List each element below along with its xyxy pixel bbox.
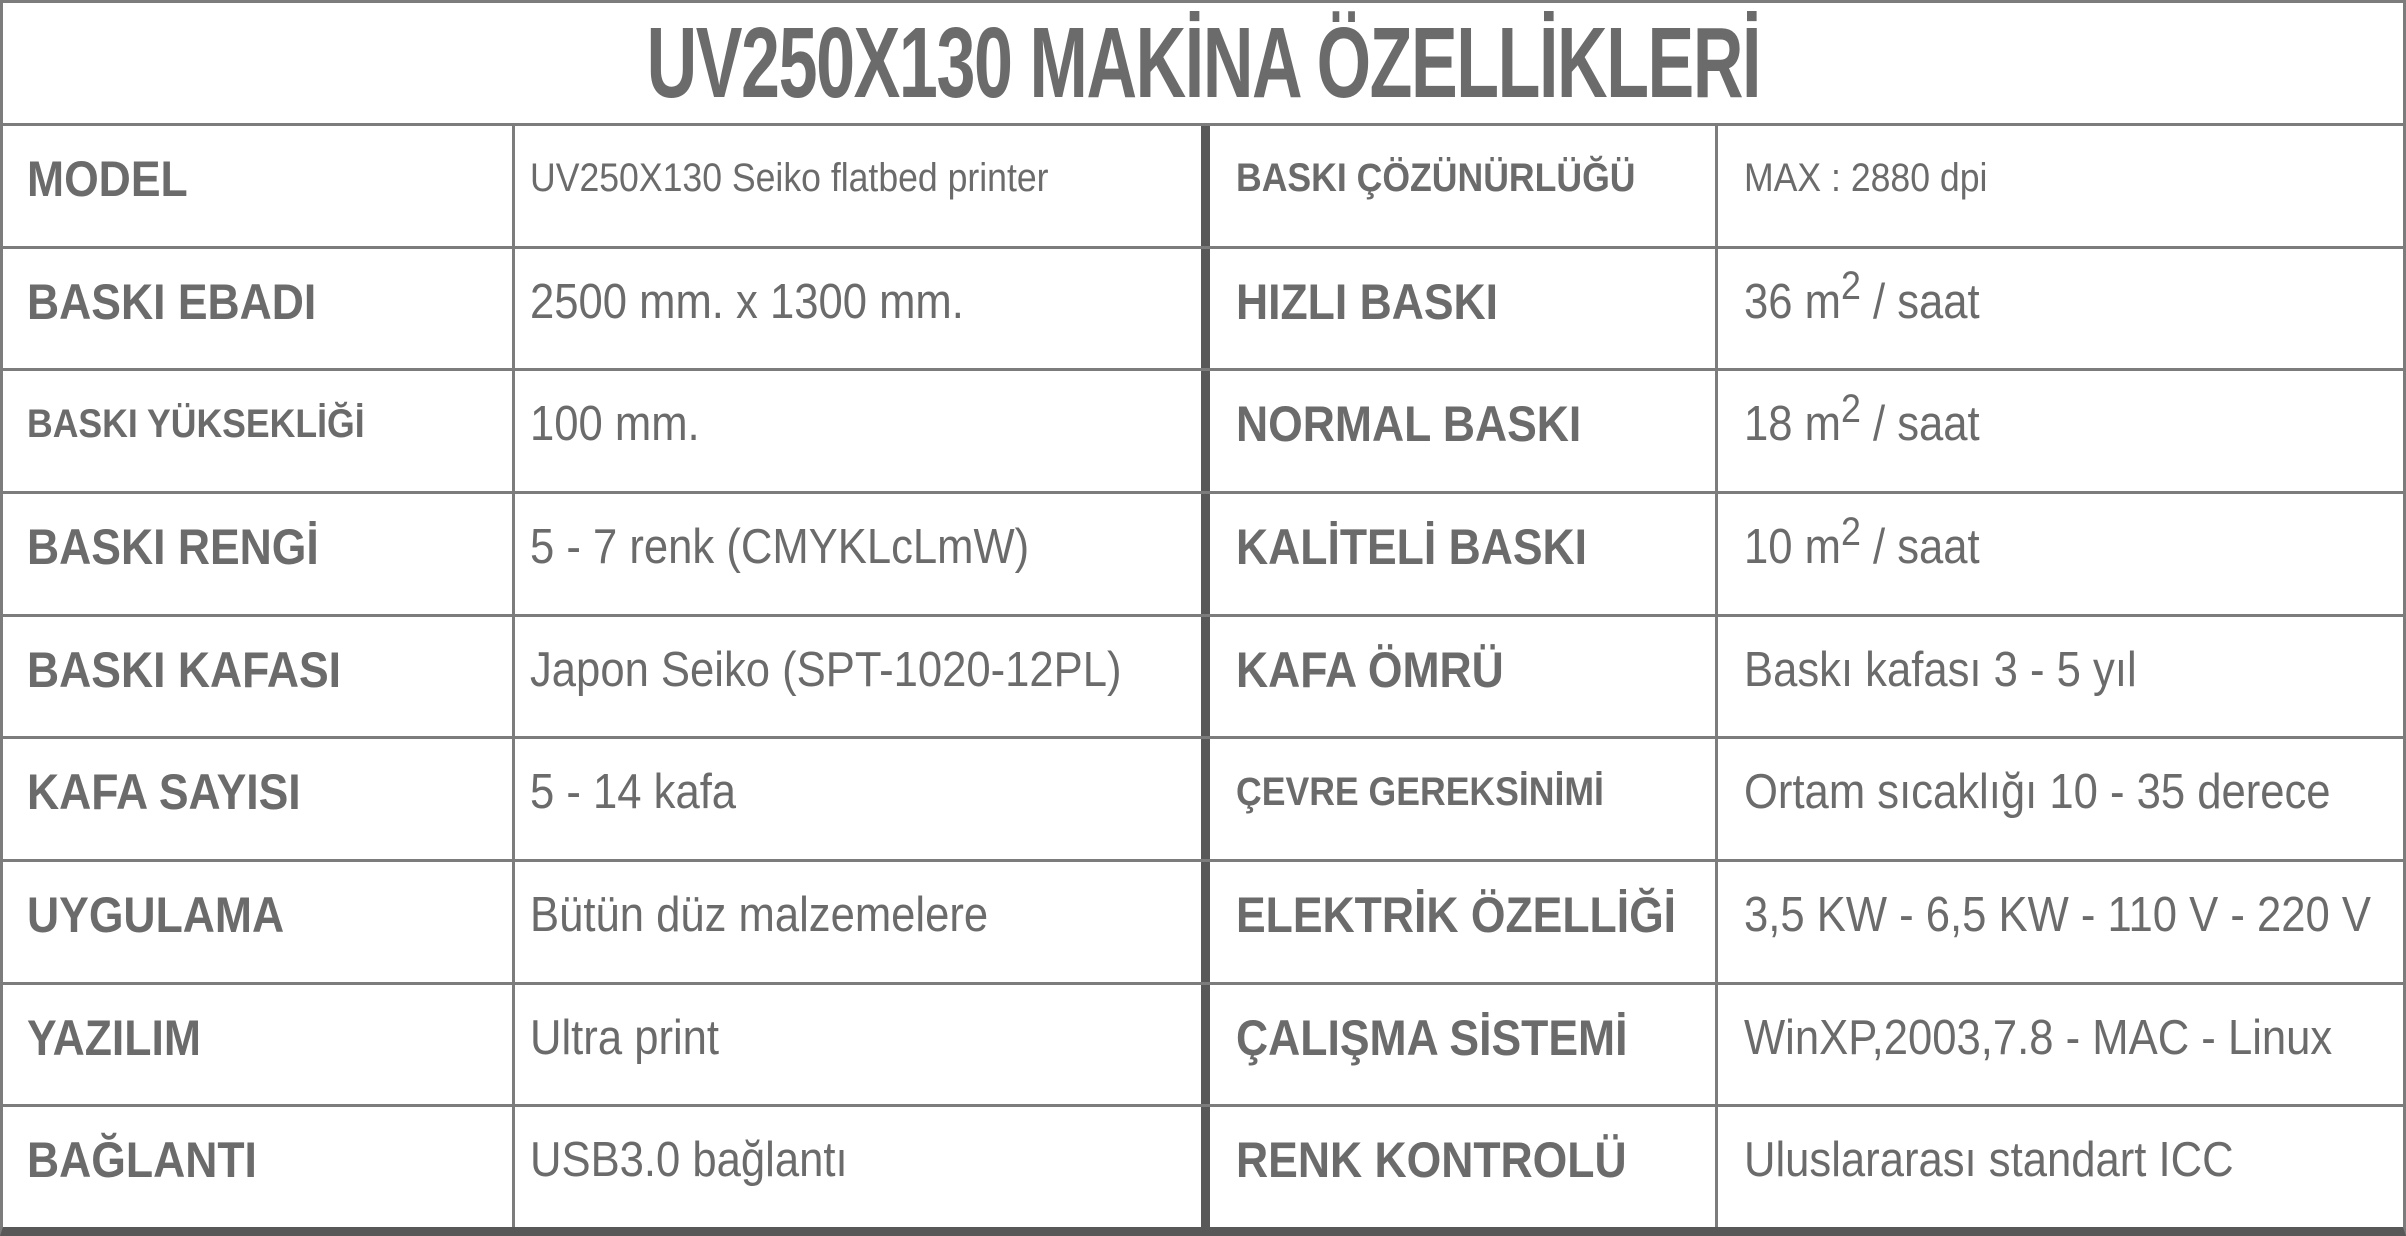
spec-label-elektrik-ozelligi: ELEKTRİK ÖZELLİĞİ	[1210, 862, 1718, 982]
table-row: BASKI YÜKSEKLİĞİ 100 mm. NORMAL BASKI 18…	[3, 371, 2403, 495]
spec-value-calisma-sistemi: WinXP,2003,7.8 - MAC - Linux	[1744, 1010, 2333, 1065]
table-row: BASKI EBADI 2500 mm. x 1300 mm. HIZLI BA…	[3, 248, 2403, 372]
spec-label-baski-rengi: BASKI RENGİ	[3, 494, 515, 614]
spec-label-normal-baski: NORMAL BASKI	[1210, 371, 1718, 492]
table-row: BASKI KAFASI Japon Seiko (SPT-1020-12PL)…	[3, 616, 2403, 740]
spec-label-baglanti: BAĞLANTI	[3, 1107, 515, 1228]
spec-value-kafa-omru: Baskı kafası 3 - 5 yıl	[1744, 642, 2137, 697]
spec-label-kafa-omru: KAFA ÖMRÜ	[1210, 616, 1718, 737]
spec-value-baglanti: USB3.0 bağlantı	[515, 1107, 1210, 1228]
spec-value-baski-kafasi: Japon Seiko (SPT-1020-12PL)	[515, 616, 1210, 737]
spec-label-baski-yuksekligi: BASKI YÜKSEKLİĞİ	[3, 371, 515, 492]
spec-value-baski-ebadi: 2500 mm. x 1300 mm.	[515, 248, 1210, 369]
spec-label-uygulama: UYGULAMA	[3, 862, 515, 982]
spec-value-kafa-sayisi: 5 - 14 kafa	[515, 739, 1210, 860]
table-row: UYGULAMA Bütün düz malzemelere ELEKTRİK …	[3, 862, 2403, 985]
table-row: BAĞLANTI USB3.0 bağlantı RENK KONTROLÜ U…	[3, 1107, 2403, 1228]
spec-label-model: MODEL	[3, 126, 515, 246]
spec-value-elektrik-ozelligi: 3,5 KW - 6,5 KW - 110 V - 220 V	[1744, 887, 2371, 942]
spec-value-normal-baski: 18 m2 / saat	[1744, 386, 1980, 452]
table-row: BASKI RENGİ 5 - 7 renk (CMYKLcLmW) KALİT…	[3, 494, 2403, 617]
spec-value-hizli-baski: 36 m2 / saat	[1744, 263, 1980, 329]
table-row: KAFA SAYISI 5 - 14 kafa ÇEVRE GEREKSİNİM…	[3, 739, 2403, 863]
spec-label-baski-kafasi: BASKI KAFASI	[3, 616, 515, 737]
title-bar: UV250X130 MAKİNA ÖZELLİKLERİ	[3, 3, 2403, 126]
spec-value-uygulama: Bütün düz malzemelere	[515, 862, 1210, 982]
spec-label-renk-kontrolu: RENK KONTROLÜ	[1210, 1107, 1718, 1228]
spec-value-yazilim: Ultra print	[515, 984, 1210, 1105]
spec-value-baski-cozunurlugu: MAX : 2880 dpi	[1744, 156, 1988, 201]
spec-label-cevre-gereksinimi: ÇEVRE GEREKSİNİMİ	[1210, 739, 1718, 860]
spec-label-kafa-sayisi: KAFA SAYISI	[3, 739, 515, 860]
page-title: UV250X130 MAKİNA ÖZELLİKLERİ	[646, 6, 1761, 119]
spec-value-baski-yuksekligi: 100 mm.	[515, 371, 1210, 492]
spec-label-calisma-sistemi: ÇALIŞMA SİSTEMİ	[1210, 984, 1718, 1105]
spec-label-baski-cozunurlugu: BASKI ÇÖZÜNÜRLÜĞÜ	[1210, 126, 1718, 246]
table-row: MODEL UV250X130 Seiko flatbed printer BA…	[3, 126, 2403, 249]
spec-label-kaliteli-baski: KALİTELİ BASKI	[1210, 494, 1718, 614]
spec-label-yazilim: YAZILIM	[3, 984, 515, 1105]
spec-value-cevre-gereksinimi: Ortam sıcaklığı 10 - 35 derece	[1744, 765, 2331, 820]
spec-label-hizli-baski: HIZLI BASKI	[1210, 248, 1718, 369]
spec-value-model: UV250X130 Seiko flatbed printer	[515, 126, 1210, 246]
spec-table: MODEL UV250X130 Seiko flatbed printer BA…	[3, 126, 2403, 1228]
spec-value-renk-kontrolu: Uluslararası standart ICC	[1744, 1133, 2234, 1188]
table-row: YAZILIM Ultra print ÇALIŞMA SİSTEMİ WinX…	[3, 984, 2403, 1108]
spec-label-baski-ebadi: BASKI EBADI	[3, 248, 515, 369]
spec-value-kaliteli-baski: 10 m2 / saat	[1744, 508, 1980, 574]
spec-value-baski-rengi: 5 - 7 renk (CMYKLcLmW)	[515, 494, 1210, 614]
